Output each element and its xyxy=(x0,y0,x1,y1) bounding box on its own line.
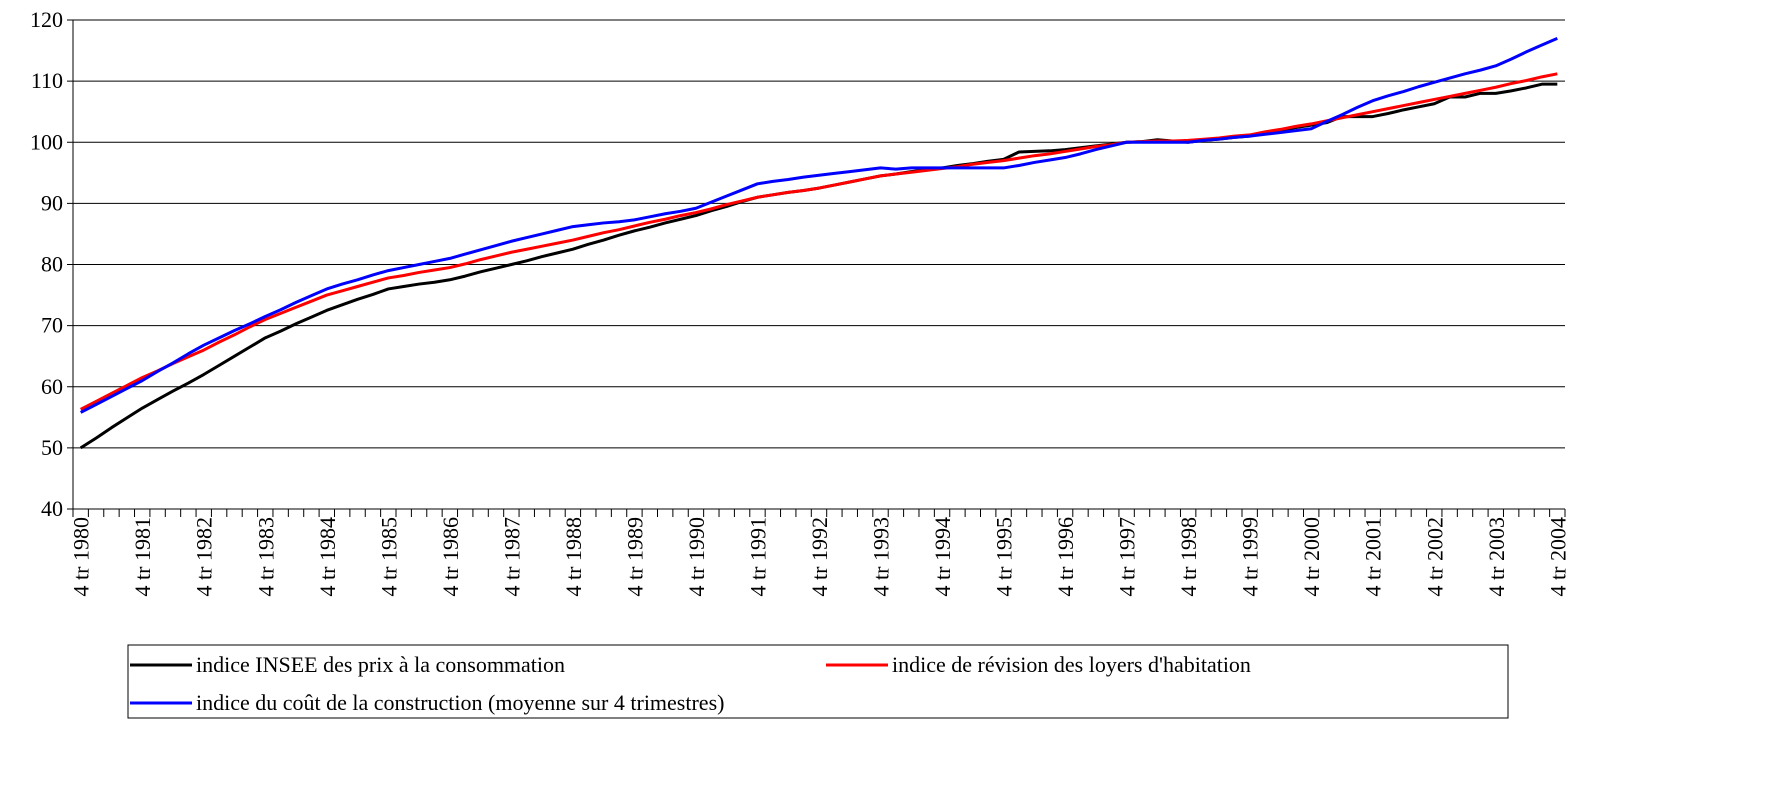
x-tick-label: 4 tr 1985 xyxy=(376,517,401,596)
x-tick-label: 4 tr 1980 xyxy=(69,517,94,596)
series-line xyxy=(80,72,1558,411)
y-tick-label: 50 xyxy=(41,435,63,460)
y-tick-label: 40 xyxy=(41,496,63,521)
y-tick-label: 100 xyxy=(30,129,63,154)
legend-label: indice INSEE des prix à la consommation xyxy=(196,652,565,677)
x-tick-label: 4 tr 2003 xyxy=(1484,517,1509,596)
y-tick-label: 90 xyxy=(41,190,63,215)
x-tick-label: 4 tr 1984 xyxy=(315,517,340,596)
x-tick-label: 4 tr 1988 xyxy=(561,517,586,596)
y-tick-label: 120 xyxy=(30,7,63,32)
x-tick-label: 4 tr 1997 xyxy=(1115,517,1140,596)
x-tick-label: 4 tr 1991 xyxy=(745,517,770,596)
x-tick-label: 4 tr 1999 xyxy=(1238,517,1263,596)
x-tick-label: 4 tr 2004 xyxy=(1545,517,1570,596)
x-tick-label: 4 tr 1990 xyxy=(684,517,709,596)
series-line xyxy=(80,36,1558,414)
x-tick-label: 4 tr 1996 xyxy=(1053,517,1078,596)
series-line xyxy=(79,82,1558,450)
y-tick-label: 70 xyxy=(41,313,63,338)
x-tick-label: 4 tr 2002 xyxy=(1422,517,1447,596)
y-tick-label: 60 xyxy=(41,374,63,399)
x-tick-label: 4 tr 1989 xyxy=(622,517,647,596)
x-tick-label: 4 tr 1987 xyxy=(499,517,524,596)
x-tick-label: 4 tr 1986 xyxy=(438,517,463,596)
x-tick-label: 4 tr 1982 xyxy=(192,517,217,596)
legend-label: indice du coût de la construction (moyen… xyxy=(196,690,724,715)
legend-box xyxy=(127,644,1509,719)
x-tick-label: 4 tr 2001 xyxy=(1361,517,1386,596)
y-tick-label: 110 xyxy=(31,68,63,93)
x-tick-label: 4 tr 1998 xyxy=(1176,517,1201,596)
x-tick-label: 4 tr 1992 xyxy=(807,517,832,596)
x-tick-label: 4 tr 1981 xyxy=(130,517,155,596)
x-tick-label: 4 tr 2000 xyxy=(1299,517,1324,596)
x-tick-label: 4 tr 1994 xyxy=(930,517,955,596)
x-tick-label: 4 tr 1995 xyxy=(992,517,1017,596)
legend-label: indice de révision des loyers d'habitati… xyxy=(892,652,1251,677)
x-tick-label: 4 tr 1993 xyxy=(869,517,894,596)
y-tick-label: 80 xyxy=(41,252,63,277)
x-tick-label: 4 tr 1983 xyxy=(253,517,278,596)
